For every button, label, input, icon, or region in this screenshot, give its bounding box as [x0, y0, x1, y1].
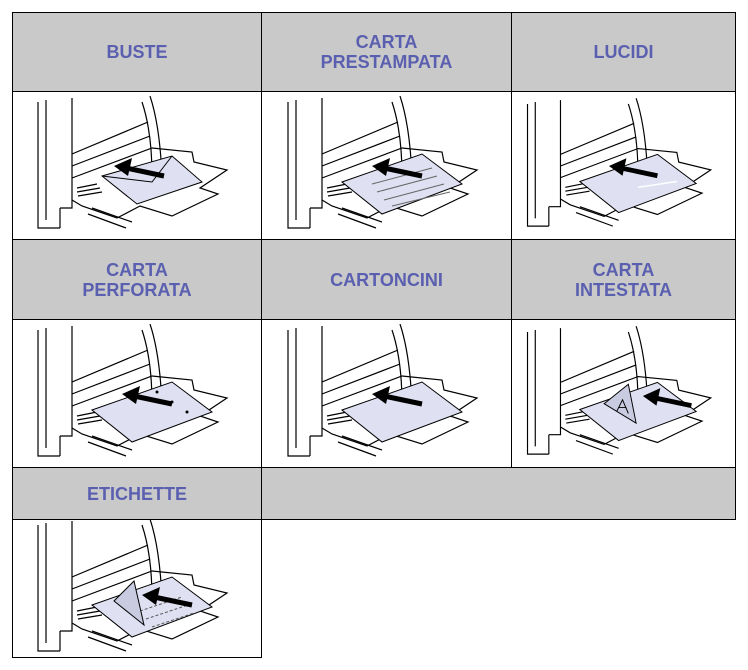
- header-text: PRESTAMPATA: [320, 52, 453, 72]
- illustration: [22, 519, 252, 659]
- illustration: [22, 96, 252, 236]
- header-text: CARTONCINI: [330, 269, 443, 290]
- image-cell: [262, 92, 512, 240]
- illustration: [512, 96, 735, 236]
- empty-header-cell: [262, 468, 736, 520]
- image-cell: [12, 520, 262, 658]
- illustration: [22, 324, 252, 464]
- header-text: PERFORATA: [82, 279, 192, 300]
- header-cell: ETICHETTE: [12, 468, 262, 520]
- image-cell: [12, 92, 262, 240]
- image-cell: [262, 320, 512, 468]
- illustration: [272, 324, 502, 464]
- illustration: [272, 96, 502, 236]
- header-text: ETICHETTE: [86, 483, 187, 504]
- header-text: LUCIDI: [593, 42, 654, 62]
- image-cell: [12, 320, 262, 468]
- header-cell: CARTA PRESTAMPATA: [262, 12, 512, 92]
- media-table: BUSTE CARTA PRESTAMPATA LUCIDI CARTA PERFO…: [12, 12, 736, 658]
- header-text: CARTA: [106, 259, 168, 280]
- header-text: BUSTE: [106, 42, 168, 62]
- header-text: CARTA: [355, 32, 418, 52]
- header-text: CARTA: [592, 259, 655, 280]
- header-text: INTESTATA: [575, 279, 672, 300]
- header-cell: CARTA PERFORATA: [12, 240, 262, 320]
- illustration: [512, 324, 735, 464]
- header-cell: CARTONCINI: [262, 240, 512, 320]
- header-cell: BUSTE: [12, 12, 262, 92]
- header-cell: LUCIDI: [512, 12, 736, 92]
- image-cell: [512, 92, 736, 240]
- empty-cell: [262, 520, 736, 658]
- header-cell: CARTA INTESTATA: [512, 240, 736, 320]
- image-cell: [512, 320, 736, 468]
